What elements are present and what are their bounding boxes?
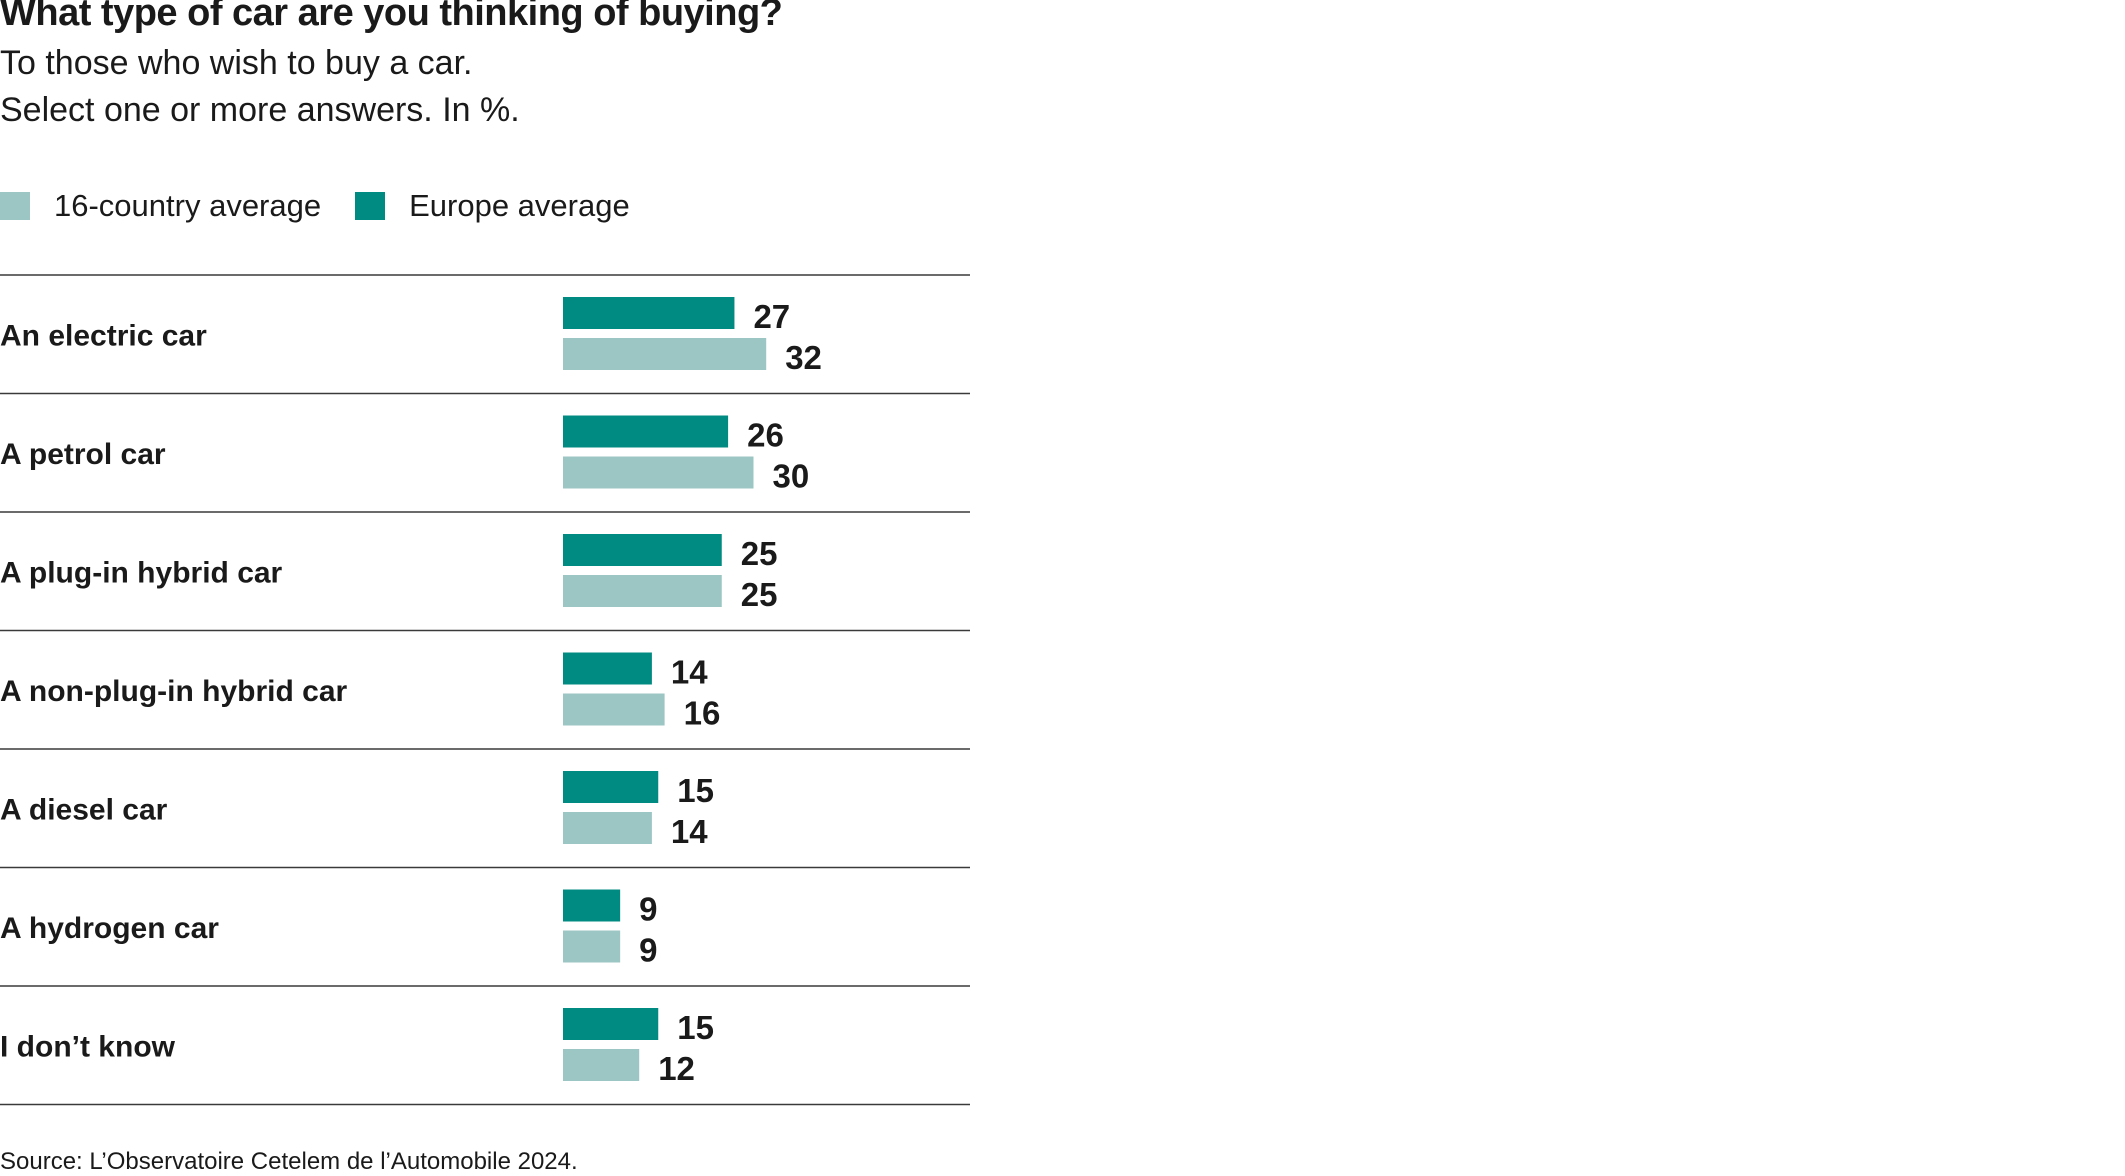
source-note: Source: L’Observatoire Cetelem de l’Auto… (0, 1148, 578, 1175)
value-label-16-country-an-electric-car: 32 (785, 339, 822, 376)
bar-chart: An electric car 27 32 A petrol car 26 30 A plu… (0, 274, 970, 1106)
legend-swatch-16-country (0, 192, 30, 220)
bar-europe-a-plug-in-hybrid-car (563, 534, 722, 566)
value-label-16-country-a-hydrogen-car: 9 (639, 932, 657, 969)
value-label-16-country-a-petrol-car: 30 (773, 458, 810, 495)
bar-europe-a-hydrogen-car (563, 889, 621, 922)
value-label-europe-a-non-plug-in-hybrid-car: 14 (671, 654, 708, 691)
value-label-europe-i-don-t-know: 15 (677, 1009, 714, 1046)
legend-label-europe: Europe average (409, 188, 630, 223)
legend-label-16-country: 16-country average (54, 188, 322, 223)
category-label-an-electric-car: An electric car (0, 319, 207, 352)
bar-europe-i-don-t-know (563, 1008, 659, 1040)
category-label-a-plug-in-hybrid-car: A plug-in hybrid car (0, 556, 283, 589)
value-label-16-country-a-plug-in-hybrid-car: 25 (741, 576, 778, 613)
value-label-europe-an-electric-car: 27 (753, 298, 790, 335)
chart-title: What type of car are you thinking of buy… (0, 0, 783, 34)
value-label-16-country-i-don-t-know: 12 (658, 1050, 695, 1087)
bar-16-country-a-hydrogen-car (563, 930, 621, 963)
bar-16-country-a-plug-in-hybrid-car (563, 575, 722, 607)
value-label-europe-a-diesel-car: 15 (677, 772, 714, 809)
legend-item-16-country: 16-country average (0, 188, 321, 224)
value-label-16-country-a-diesel-car: 14 (671, 813, 708, 850)
category-label-a-non-plug-in-hybrid-car: A non-plug-in hybrid car (0, 675, 348, 708)
category-label-a-petrol-car: A petrol car (0, 438, 166, 471)
bar-16-country-i-don-t-know (563, 1049, 640, 1081)
bar-europe-an-electric-car (563, 297, 735, 329)
value-label-europe-a-petrol-car: 26 (747, 417, 784, 454)
legend-item-europe: Europe average (355, 188, 630, 224)
category-label-a-diesel-car: A diesel car (0, 793, 168, 826)
bar-16-country-an-electric-car (563, 338, 767, 370)
bar-europe-a-diesel-car (563, 771, 659, 803)
bar-16-country-a-petrol-car (563, 456, 754, 489)
value-label-europe-a-hydrogen-car: 9 (639, 891, 657, 928)
category-label-a-hydrogen-car: A hydrogen car (0, 912, 219, 945)
bar-europe-a-petrol-car (563, 415, 729, 448)
legend-swatch-europe (355, 192, 386, 220)
value-label-16-country-a-non-plug-in-hybrid-car: 16 (684, 695, 721, 732)
chart-legend: 16-country average Europe average (0, 186, 664, 226)
bar-europe-a-non-plug-in-hybrid-car (563, 652, 652, 685)
bar-16-country-a-non-plug-in-hybrid-car (563, 693, 665, 726)
chart-subtitle-line-2: Select one or more answers. In %. (0, 91, 520, 129)
category-label-i-don-t-know: I don’t know (0, 1030, 176, 1063)
bar-16-country-a-diesel-car (563, 812, 652, 844)
chart-subtitle-line-1: To those who wish to buy a car. (0, 44, 473, 82)
value-label-europe-a-plug-in-hybrid-car: 25 (741, 535, 778, 572)
